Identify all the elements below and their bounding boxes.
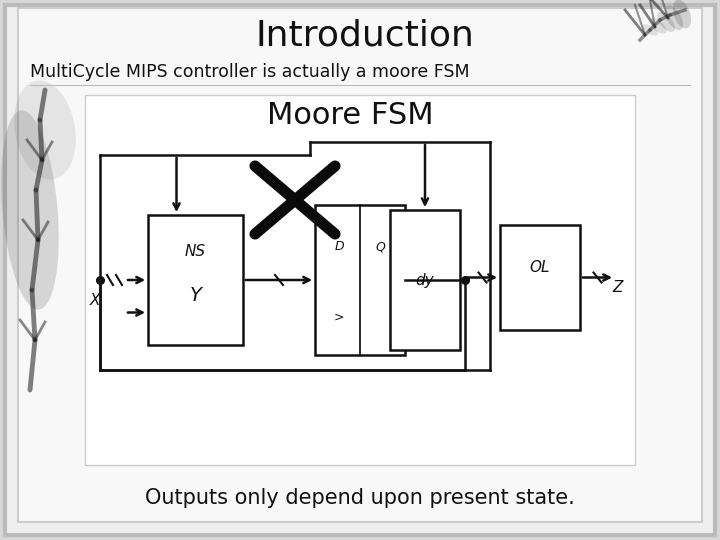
Ellipse shape [642,24,658,36]
Bar [315,205,405,355]
Text: Introduction: Introduction [256,18,474,52]
Bar [500,225,580,330]
Text: OL: OL [530,260,550,274]
Text: Y: Y [189,286,202,305]
Text: MultiCycle MIPS controller is actually a moore FSM: MultiCycle MIPS controller is actually a… [30,63,469,81]
Ellipse shape [657,12,675,32]
Text: dy: dy [415,273,434,287]
Text: Q: Q [376,240,386,253]
Bar [390,210,460,350]
Text: NS: NS [185,244,206,259]
Text: Outputs only depend upon present state.: Outputs only depend upon present state. [145,488,575,508]
Text: >: > [334,311,345,324]
Text: Z: Z [613,280,624,294]
Bar [148,215,243,345]
Ellipse shape [14,80,76,179]
Ellipse shape [665,6,683,30]
Ellipse shape [1,110,59,309]
Ellipse shape [649,18,667,34]
Text: X: X [90,293,100,308]
Text: D: D [335,240,344,253]
Text: Moore FSM: Moore FSM [266,100,433,130]
Bar [85,95,635,465]
Ellipse shape [673,0,691,29]
